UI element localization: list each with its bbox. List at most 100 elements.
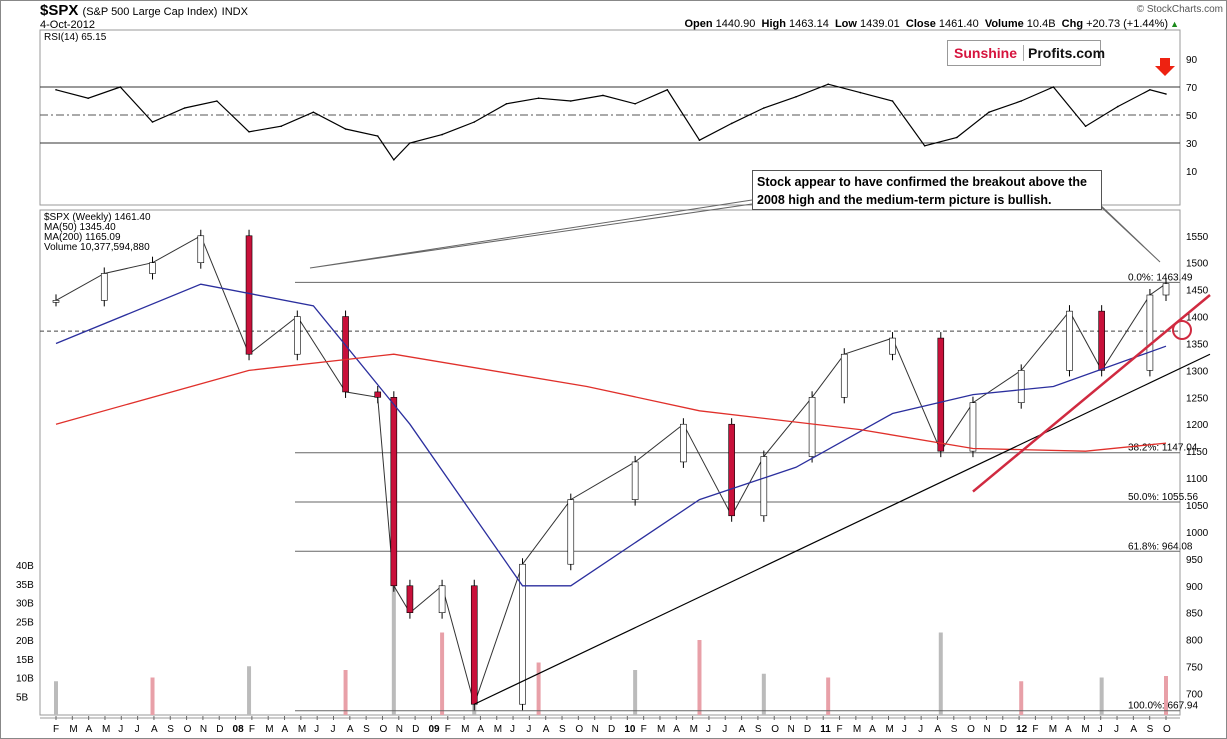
volume-tick-label: 20B: [16, 636, 34, 647]
x-tick-label: F: [837, 724, 843, 735]
x-tick-label: M: [265, 724, 273, 735]
rsi-point: [602, 94, 604, 97]
price-tick-label: 850: [1186, 609, 1203, 620]
x-tick-label: N: [592, 724, 599, 735]
sunshine-profits-logo: Sunshine Profits.com: [947, 40, 1105, 66]
volume-bar: [938, 632, 943, 715]
candle: [470, 585, 478, 705]
rsi-tick-label: 10: [1186, 167, 1198, 178]
fib-level-label: 61.8%: 964.08: [1128, 541, 1193, 552]
chg-label: Chg: [1061, 18, 1084, 30]
price-tick-label: 950: [1186, 555, 1203, 566]
volume-value: 10.4B: [1026, 18, 1056, 30]
x-tick-label: 09: [428, 724, 440, 735]
rsi-point: [55, 89, 57, 91]
volume-label: Volume: [984, 18, 1024, 30]
rsi-point: [183, 107, 186, 109]
price-tick-label: 1550: [1186, 232, 1209, 243]
rsi-point: [376, 135, 379, 137]
volume-tick-label: 15B: [16, 655, 34, 666]
x-tick-label: M: [886, 724, 894, 735]
volume-tick-label: 25B: [16, 617, 34, 628]
rsi-point: [1052, 86, 1055, 88]
x-tick-label: F: [249, 724, 255, 735]
ma50-line: [55, 283, 1167, 587]
x-tick-label: M: [1081, 724, 1089, 735]
rsi-point: [1149, 89, 1151, 91]
red-down-arrow-icon: [1155, 58, 1175, 76]
volume-bar: [1099, 677, 1104, 715]
price-tick-label: 1300: [1186, 366, 1209, 377]
rsi-tick-label: 30: [1186, 139, 1198, 150]
x-tick-label: N: [200, 724, 207, 735]
price-legend-entry: MA(200) 1165.09: [44, 232, 121, 243]
rsi-tick-label: 90: [1186, 55, 1198, 66]
x-tick-label: S: [1147, 724, 1154, 735]
candle: [1066, 310, 1073, 371]
rsi-point: [1084, 125, 1087, 127]
x-tick-label: D: [1000, 724, 1007, 735]
rsi-point: [312, 111, 315, 113]
candle: [197, 235, 205, 263]
x-tick-label: M: [657, 724, 665, 735]
rsi-point: [393, 159, 395, 161]
x-tick-label: A: [347, 724, 354, 735]
candle: [1017, 370, 1025, 403]
price-legend-entry: $SPX (Weekly) 1461.40: [44, 212, 151, 223]
x-tick-label: A: [543, 724, 550, 735]
candle: [1146, 294, 1154, 371]
callout-pointer-right: [1094, 199, 1161, 263]
x-tick-label: J: [706, 724, 711, 735]
x-tick-label: O: [379, 724, 387, 735]
x-tick-label: D: [216, 724, 223, 735]
price-tick-label: 1450: [1186, 286, 1209, 297]
rsi-point: [923, 145, 926, 147]
candle: [969, 402, 977, 452]
rsi-point: [730, 122, 733, 125]
fib-level-label: 50.0%: 1055.56: [1128, 492, 1198, 503]
candle: [760, 456, 768, 517]
x-tick-label: 08: [233, 724, 245, 735]
x-tick-label: 12: [1016, 724, 1028, 735]
x-tick-label: O: [1163, 724, 1171, 735]
x-tick-label: A: [673, 724, 680, 735]
rsi-point: [537, 97, 540, 99]
candle: [680, 423, 687, 463]
close-label: Close: [905, 18, 936, 30]
rsi-line: [55, 83, 1167, 161]
ma200-line: [55, 353, 1167, 452]
rsi-point: [795, 96, 797, 98]
rsi-point: [988, 111, 990, 113]
rsi-point: [634, 103, 636, 105]
candle: [567, 499, 575, 565]
x-tick-label: F: [445, 724, 451, 735]
candle: [406, 585, 414, 613]
price-path: [55, 235, 1167, 706]
x-tick-label: N: [983, 724, 990, 735]
x-tick-label: S: [363, 724, 370, 735]
source-credit[interactable]: © StockCharts.com: [1136, 4, 1223, 15]
x-tick-label: F: [641, 724, 647, 735]
annotation-callout: Stock appear to have confirmed the break…: [752, 170, 1102, 210]
volume-bar: [150, 677, 155, 715]
callout-pointer-left: [309, 199, 753, 269]
x-tick-label: A: [477, 724, 484, 735]
price-tick-label: 1500: [1186, 259, 1209, 270]
volume-bar: [1019, 681, 1024, 715]
volume-bar: [761, 673, 766, 715]
x-tick-label: J: [118, 724, 123, 735]
open-value: 1440.90: [715, 18, 756, 30]
volume-bar: [440, 632, 445, 715]
exchange: INDX: [221, 6, 248, 18]
x-tick-label: N: [396, 724, 403, 735]
volume-bar: [1164, 676, 1168, 715]
rsi-point: [473, 121, 476, 123]
x-tick-label: M: [690, 724, 698, 735]
rsi-point: [344, 128, 347, 130]
up-triangle-icon: ▲: [1170, 19, 1179, 29]
candle: [149, 262, 156, 274]
rsi-point: [87, 97, 89, 99]
rsi-point: [248, 131, 250, 133]
volume-tick-label: 5B: [16, 692, 29, 703]
price-tick-label: 750: [1186, 663, 1203, 674]
